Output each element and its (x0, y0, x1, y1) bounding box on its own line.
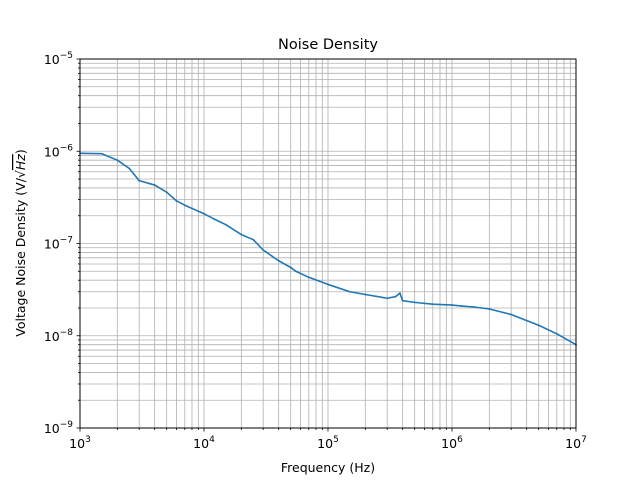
x-tick-label: 105 (317, 435, 339, 451)
y-tick-label: 10−6 (44, 143, 73, 159)
x-tick-label: 107 (565, 435, 587, 451)
data-point (472, 306, 475, 308)
data-point (212, 217, 215, 220)
data-point (262, 249, 265, 251)
data-point (175, 199, 178, 202)
data-point (116, 159, 119, 162)
y-axis-label: Voltage Noise Density (V/√Hz) (13, 149, 28, 336)
y-axis-label-sqrt-term: Hz (13, 154, 28, 170)
chart-title: Noise Density (278, 37, 378, 53)
data-point (307, 276, 310, 279)
grid-lines (79, 58, 577, 429)
x-tick-label: 106 (441, 435, 463, 451)
data-point (348, 290, 351, 293)
data-point (488, 308, 491, 310)
data-point (240, 233, 243, 236)
data-point (191, 207, 193, 210)
data-point (460, 305, 463, 307)
data-point (294, 270, 297, 273)
data-point (431, 303, 434, 306)
y-axis-label-suffix: ) (13, 149, 28, 154)
data-point (203, 212, 205, 215)
data-point (327, 283, 329, 286)
data-point (289, 266, 292, 269)
data-point (401, 299, 404, 302)
data-point (510, 313, 513, 316)
data-point (364, 293, 367, 296)
data-point (398, 292, 401, 294)
data-point (537, 324, 540, 327)
y-tick-label: 10−7 (44, 236, 73, 252)
y-tick-label: 10−9 (44, 420, 73, 436)
data-point (451, 304, 453, 306)
svg-text:Voltage Noise Density (V/√Hz): Voltage Noise Density (V/√Hz) (13, 149, 28, 336)
y-axis-label-prefix: Voltage Noise Density (V/ (13, 177, 28, 336)
series-layer (79, 152, 577, 346)
data-point (555, 332, 558, 335)
data-point (394, 295, 397, 298)
data-point (128, 167, 131, 170)
data-point (165, 191, 168, 194)
data-point (224, 223, 227, 226)
sqrt-symbol: √ (13, 170, 28, 178)
y-tick-label: 10−8 (44, 328, 73, 344)
data-point (138, 179, 141, 182)
data-point (413, 301, 416, 304)
data-point (183, 204, 186, 207)
data-point (252, 238, 255, 241)
data-point (153, 184, 156, 186)
x-tick-label: 104 (193, 435, 215, 451)
data-point (100, 152, 103, 155)
data-point (386, 297, 389, 300)
x-axis-label: Frequency (Hz) (281, 460, 375, 475)
x-tick-label: 103 (69, 435, 91, 451)
tick-marks (76, 58, 577, 432)
y-tick-label: 10−5 (44, 51, 73, 67)
tick-labels: 103 104 105 106 107 10−9 10−8 10−7 10−6 10−5 (44, 51, 587, 451)
data-point (277, 259, 280, 262)
